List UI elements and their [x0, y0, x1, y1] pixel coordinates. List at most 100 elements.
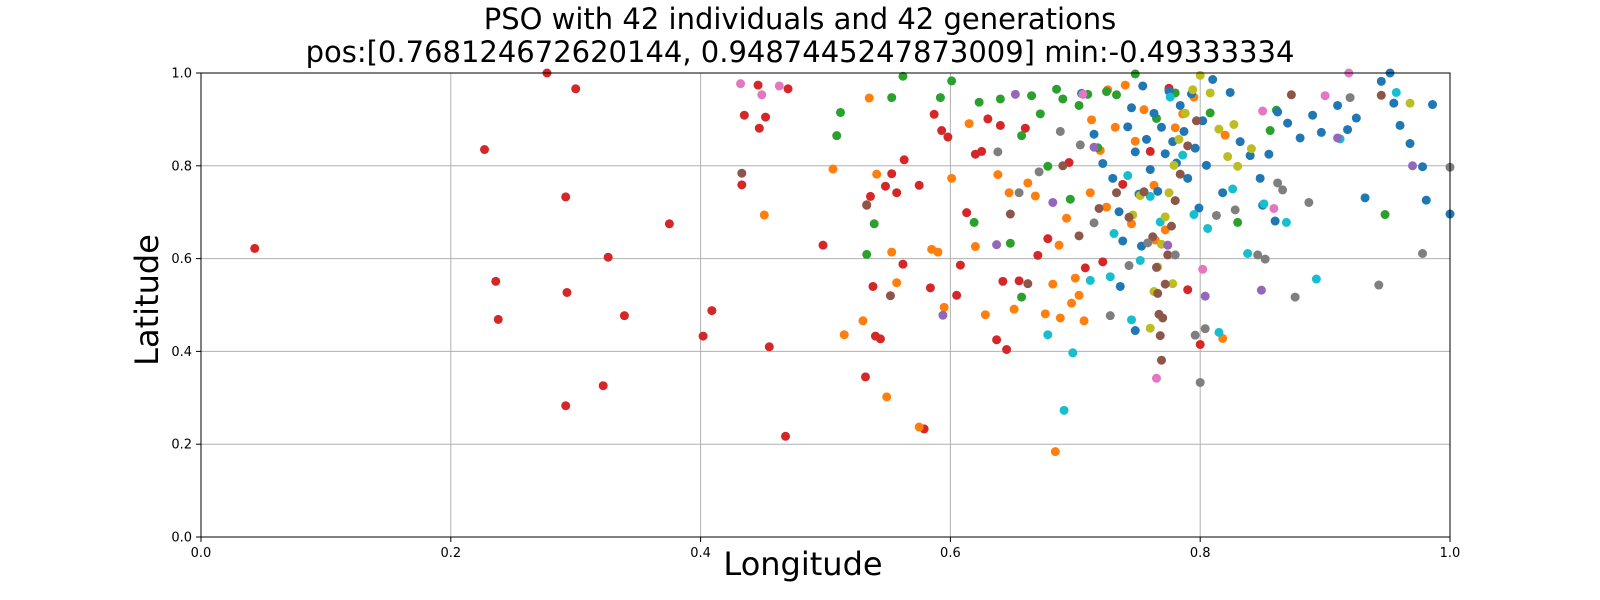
data-point [1380, 210, 1390, 220]
data-point [899, 155, 909, 165]
data-point [898, 259, 908, 269]
data-point [1190, 330, 1200, 340]
data-point [1229, 120, 1239, 130]
data-point [898, 71, 908, 81]
data-point [1123, 122, 1133, 132]
data-point [571, 84, 581, 94]
data-point [1079, 316, 1089, 326]
data-point [1273, 107, 1283, 117]
data-point [1418, 162, 1428, 172]
data-point [980, 310, 990, 320]
data-point [1360, 193, 1370, 203]
data-point [1269, 203, 1279, 213]
data-point [1345, 93, 1355, 103]
data-point [1010, 89, 1020, 99]
data-point [757, 90, 767, 100]
data-point [1145, 146, 1155, 156]
data-point [1163, 250, 1173, 260]
data-point [1112, 188, 1122, 198]
data-point [1164, 188, 1174, 198]
data-point [1098, 257, 1108, 267]
data-point [1281, 217, 1291, 227]
data-point [977, 146, 987, 156]
series-6 [737, 90, 1386, 365]
data-point [939, 302, 949, 312]
data-point [1017, 292, 1027, 302]
data-point [1070, 273, 1080, 283]
data-point [818, 240, 828, 250]
data-point [1218, 188, 1228, 198]
data-point [1151, 373, 1161, 383]
data-point [1376, 76, 1386, 86]
data-point [1160, 149, 1170, 159]
y-tick-label: 0.2 [171, 438, 192, 453]
data-point [1148, 232, 1158, 242]
data-point [1139, 187, 1149, 197]
data-point [1156, 355, 1166, 365]
data-point [1376, 90, 1386, 100]
data-point [1048, 197, 1058, 207]
data-point [1183, 173, 1193, 183]
data-point [860, 372, 870, 382]
data-point [1098, 158, 1108, 168]
data-point [1246, 144, 1256, 154]
data-point [783, 84, 793, 94]
y-tick-label: 0.4 [171, 345, 192, 360]
data-point [995, 94, 1005, 104]
y-axis-ticks: 0.0 0.2 0.4 0.6 0.8 1.0 [171, 67, 201, 546]
y-tick-label: 0.6 [171, 252, 192, 267]
data-point [1228, 184, 1238, 194]
data-point [1286, 90, 1296, 100]
data-point [1153, 288, 1163, 298]
y-tick-label: 0.0 [171, 531, 192, 546]
data-point [1260, 254, 1270, 264]
y-tick-label: 1.0 [171, 67, 192, 82]
data-point [1270, 216, 1280, 226]
data-point [892, 188, 902, 198]
data-point [1200, 291, 1210, 301]
data-point [736, 79, 746, 89]
data-point [1014, 188, 1024, 198]
data-point [1389, 98, 1399, 108]
data-point [929, 109, 939, 119]
data-point [1145, 323, 1155, 333]
plot-frame [200, 72, 1451, 538]
data-point [774, 81, 784, 91]
data-point [839, 330, 849, 340]
data-point [1035, 109, 1045, 119]
data-point [1168, 279, 1178, 289]
data-point [983, 114, 993, 124]
data-point [480, 145, 490, 155]
data-point [1080, 263, 1090, 273]
data-point [1198, 116, 1208, 126]
x-tick-label: 0.6 [940, 546, 961, 561]
data-point [1078, 89, 1088, 99]
data-point [1308, 110, 1318, 120]
data-point [1068, 348, 1078, 358]
data-point [1304, 197, 1314, 207]
series-7 [993, 93, 1455, 387]
data-point [1058, 94, 1068, 104]
data-point [955, 260, 965, 270]
data-point [707, 306, 717, 316]
data-point [892, 278, 902, 288]
data-point [864, 93, 874, 103]
data-point [1123, 171, 1133, 181]
data-point [1085, 188, 1095, 198]
data-point [1054, 240, 1064, 250]
data-point [868, 281, 878, 291]
data-point [1203, 223, 1213, 233]
data-point [938, 310, 948, 320]
data-point [753, 80, 763, 90]
data-point [737, 168, 747, 178]
data-point [1050, 447, 1060, 457]
data-point [1143, 238, 1153, 248]
data-point [1014, 276, 1024, 286]
data-point [887, 247, 897, 257]
data-point [1273, 178, 1283, 188]
data-point [1405, 139, 1415, 149]
data-point [1208, 74, 1218, 84]
data-point [914, 180, 924, 190]
data-point [1160, 212, 1170, 222]
data-point [1017, 131, 1027, 141]
